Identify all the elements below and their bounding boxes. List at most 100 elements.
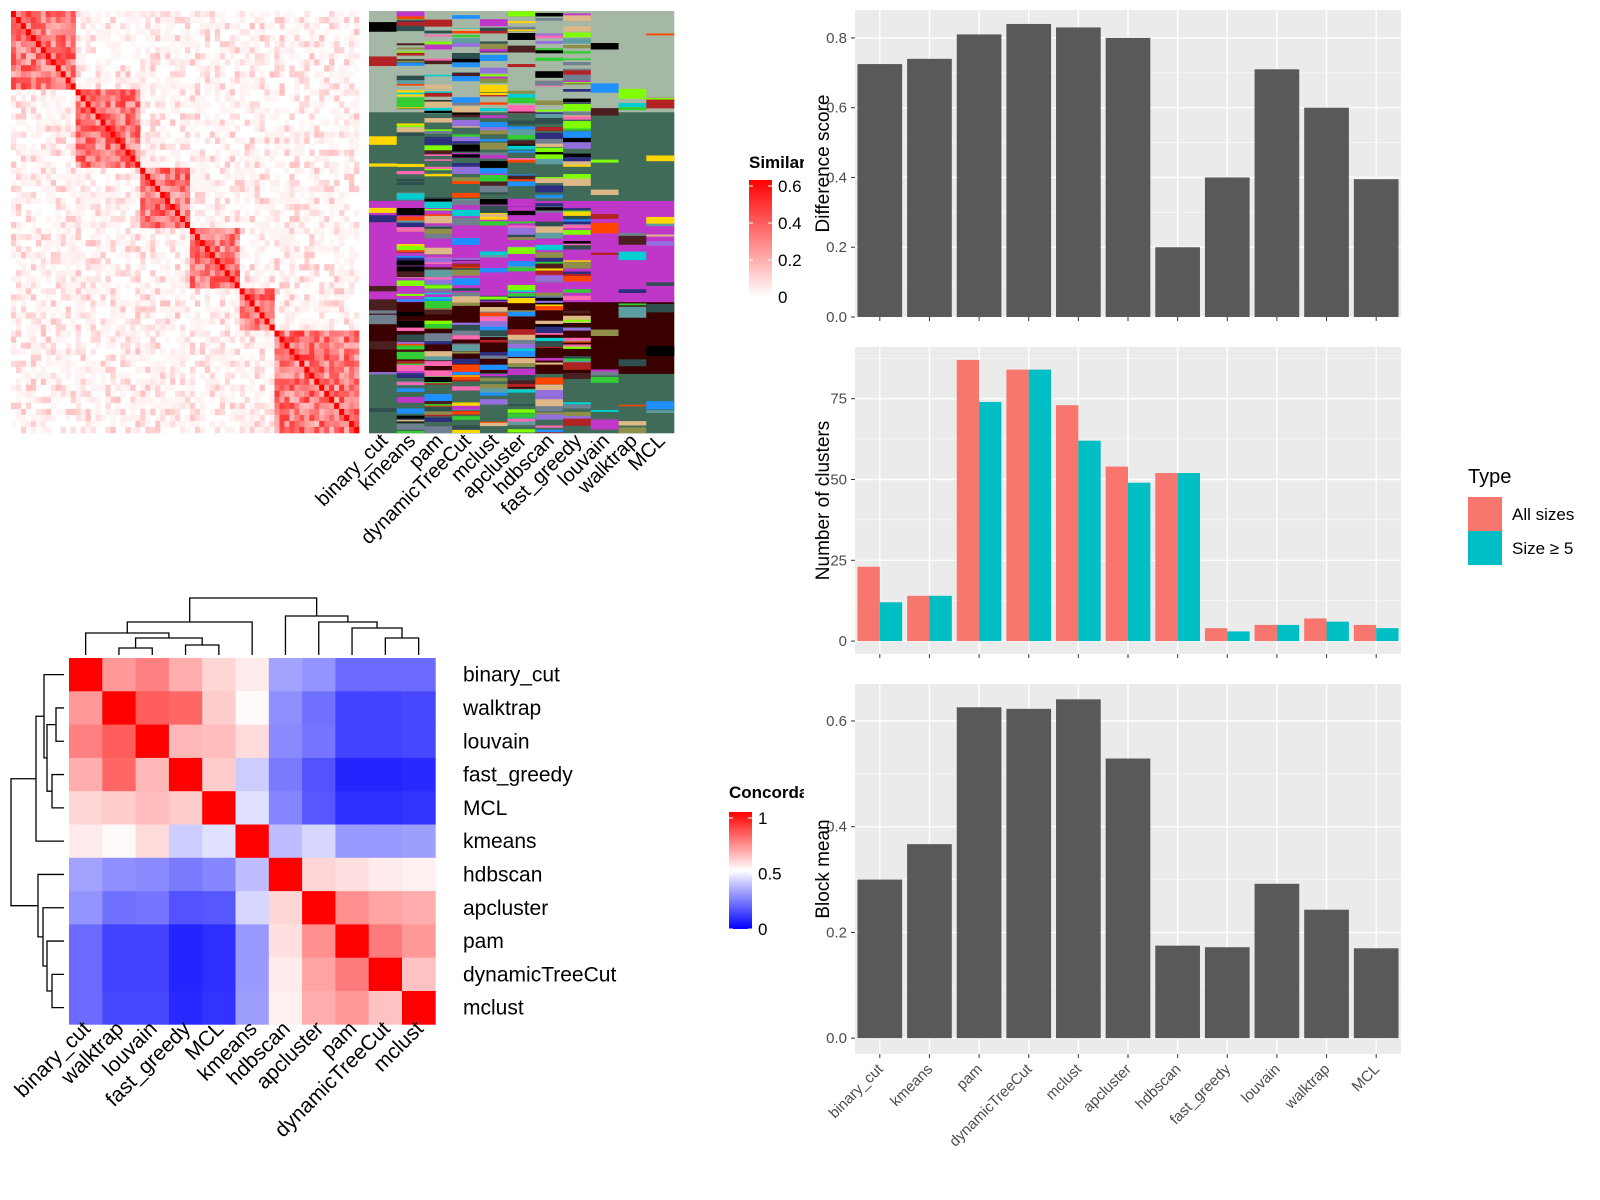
similarity-cell bbox=[170, 378, 176, 386]
annotation-stripe bbox=[507, 389, 536, 393]
similarity-cell bbox=[199, 348, 206, 355]
similarity-cell bbox=[269, 306, 275, 313]
annotation-stripe bbox=[563, 154, 592, 162]
similarity-cell bbox=[90, 318, 96, 325]
similarity-cell bbox=[11, 197, 17, 205]
similarity-cell bbox=[185, 384, 191, 392]
similarity-cell bbox=[140, 95, 146, 102]
similarity-cell bbox=[145, 191, 151, 199]
annotation-stripe bbox=[535, 320, 564, 324]
similarity-cell bbox=[309, 89, 315, 96]
annotation-stripe bbox=[507, 93, 536, 98]
similarity-cell bbox=[259, 372, 265, 380]
similarity-cell bbox=[229, 23, 236, 30]
similarity-cell bbox=[90, 17, 96, 24]
similarity-cell bbox=[135, 288, 141, 295]
similarity-cell bbox=[115, 384, 121, 392]
annotation-stripe bbox=[424, 101, 453, 108]
similarity-cell bbox=[214, 179, 221, 187]
similarity-cell bbox=[289, 360, 295, 367]
similarity-cell bbox=[329, 228, 335, 235]
similarity-cell bbox=[120, 270, 126, 277]
similarity-cell bbox=[35, 324, 42, 331]
similarity-cell bbox=[160, 191, 166, 199]
similarity-cell bbox=[254, 288, 260, 295]
similarity-cell bbox=[259, 312, 265, 319]
similarity-cell bbox=[329, 185, 335, 193]
similarity-cell bbox=[289, 372, 295, 380]
similarity-cell bbox=[219, 354, 226, 361]
similarity-cell bbox=[130, 426, 136, 434]
similarity-cell bbox=[339, 300, 345, 307]
similarity-cell bbox=[95, 197, 101, 205]
annotation-stripe bbox=[424, 228, 453, 236]
similarity-cell bbox=[239, 77, 245, 84]
annotation-stripe bbox=[479, 122, 508, 128]
similarity-cell bbox=[85, 95, 91, 102]
similarity-cell bbox=[45, 167, 52, 175]
similarity-cell bbox=[155, 59, 161, 66]
similarity-cell bbox=[354, 402, 360, 410]
similarity-cell bbox=[219, 179, 226, 187]
similarity-cell bbox=[194, 83, 201, 90]
annotation-segment bbox=[369, 373, 398, 434]
similarity-cell bbox=[224, 95, 231, 102]
similarity-cell bbox=[224, 360, 231, 367]
similarity-cell bbox=[90, 101, 96, 108]
similarity-cell bbox=[329, 270, 335, 277]
similarity-cell bbox=[105, 360, 111, 367]
annotation-stripe bbox=[563, 103, 592, 112]
similarity-cell bbox=[120, 77, 126, 84]
similarity-cell bbox=[334, 234, 340, 241]
similarity-cell bbox=[155, 131, 161, 138]
similarity-cell bbox=[145, 83, 151, 90]
annotation-stripe bbox=[563, 225, 592, 229]
annotation-stripe bbox=[563, 360, 592, 363]
similarity-cell bbox=[314, 396, 320, 404]
similarity-cell bbox=[344, 203, 350, 211]
annotation-stripe bbox=[396, 83, 425, 86]
similarity-cell bbox=[314, 342, 320, 349]
similarity-cell bbox=[25, 396, 32, 404]
similarity-cell bbox=[294, 143, 300, 150]
similarity-cell bbox=[135, 131, 141, 138]
similarity-cell bbox=[189, 59, 196, 66]
similarity-cell bbox=[11, 83, 17, 90]
similarity-cell bbox=[60, 258, 66, 265]
similarity-cell bbox=[120, 203, 126, 211]
annotation-stripe bbox=[396, 382, 425, 385]
similarity-cell bbox=[105, 35, 111, 42]
similarity-cell bbox=[319, 167, 325, 175]
similarity-cell bbox=[249, 294, 255, 301]
similarity-cell bbox=[299, 342, 305, 349]
concordance-row-label: pam bbox=[463, 930, 504, 953]
similarity-cell bbox=[244, 71, 250, 78]
similarity-cell bbox=[234, 191, 240, 199]
similarity-cell bbox=[95, 396, 101, 404]
annotation-stripe bbox=[396, 280, 425, 286]
dendrogram-branch bbox=[351, 627, 403, 655]
similarity-cell bbox=[304, 276, 310, 283]
annotation-stripe bbox=[590, 83, 619, 93]
similarity-cell bbox=[50, 89, 57, 96]
similarity-cell bbox=[304, 396, 310, 404]
similarity-cell bbox=[339, 191, 345, 199]
similarity-cell bbox=[165, 209, 171, 217]
similarity-cell bbox=[239, 354, 245, 361]
similarity-cell bbox=[155, 167, 161, 175]
similarity-cell bbox=[95, 29, 101, 36]
similarity-cell bbox=[15, 59, 22, 66]
similarity-cell bbox=[334, 396, 340, 404]
similarity-cell bbox=[334, 53, 340, 60]
similarity-cell bbox=[175, 83, 181, 90]
similarity-cell bbox=[60, 390, 66, 398]
similarity-cell bbox=[304, 420, 310, 428]
similarity-cell bbox=[80, 107, 86, 114]
similarity-cell bbox=[180, 203, 186, 211]
similarity-cell bbox=[274, 113, 280, 120]
annotation-stripe bbox=[563, 243, 592, 246]
similarity-cell bbox=[175, 155, 181, 163]
similarity-cell bbox=[15, 318, 22, 325]
similarity-cell bbox=[110, 396, 116, 404]
similarity-cell bbox=[50, 29, 57, 36]
